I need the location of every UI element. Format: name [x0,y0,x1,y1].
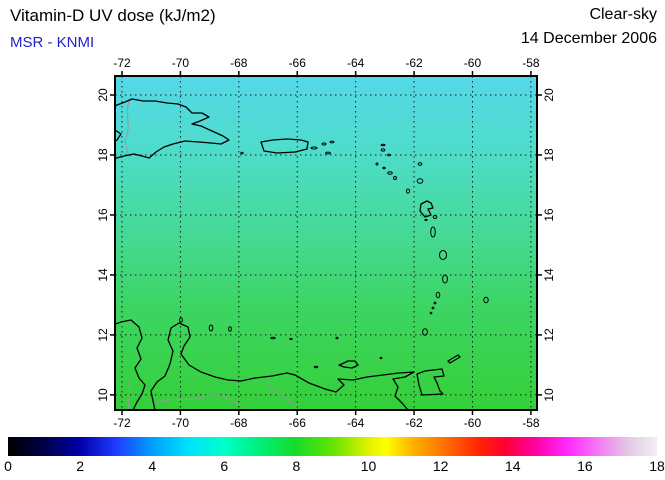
coastline-south-america-east [150,322,415,410]
coastline-hispaniola [115,98,230,160]
date-label: 14 December 2006 [520,30,657,47]
colorbar-tick-label: 6 [220,458,229,474]
colorbar-gradient [8,437,657,456]
island [380,143,386,147]
x-tick-label-bottom: -64 [346,416,365,430]
x-tick-label-bottom: -66 [288,416,306,430]
coastline-margarita [338,360,359,369]
island [270,336,276,340]
colorbar-tick-label: 14 [504,458,521,474]
island [228,326,232,332]
colorbar [8,437,657,456]
island [289,337,293,341]
island [429,311,433,315]
island [435,291,441,299]
island [335,336,339,340]
island [405,188,411,194]
border-river-south-america-2 [264,379,298,408]
island [313,365,319,369]
island [422,328,428,336]
uv-dose-field [115,76,537,410]
island [380,148,386,152]
x-tick-label-bottom: -62 [405,416,423,430]
island [483,296,489,304]
colorbar-tick-label: 12 [432,458,449,474]
colorbar-tick-label: 10 [360,458,377,474]
island [310,146,318,150]
map-canvas [110,71,542,415]
colorbar-tick-label: 18 [649,458,665,474]
island [430,226,436,238]
island [432,215,438,219]
x-tick-label-bottom: -72 [113,416,131,430]
x-tick-label-bottom: -60 [463,416,482,430]
island [439,250,447,260]
island [431,306,435,310]
x-tick-label-bottom: -70 [171,416,190,430]
coastline-tobago [447,354,461,364]
colorbar-tick-label: 2 [76,458,85,474]
island [387,171,393,175]
island [433,301,437,305]
source-label: MSR - KNMI [10,34,95,51]
header-left: Vitamin-D UV dose (kJ/m2) MSR - KNMI [10,6,216,51]
small-islands [179,140,489,369]
island [417,162,423,166]
colorbar-tick-label: 4 [148,458,157,474]
coastlines-layer [115,98,489,410]
header-right: Clear-sky 14 December 2006 [521,6,657,48]
island [442,274,448,284]
border-colombia-venezuela [127,381,131,410]
island [179,317,183,323]
colorbar-tick-label: 8 [292,458,301,474]
island [375,162,379,166]
island [416,178,424,184]
border-river-south-america-1 [150,394,244,408]
x-tick-label-bottom: -68 [230,416,248,430]
island [393,176,397,180]
island [382,166,386,170]
x-tick-label-bottom: -58 [522,416,540,430]
border-haiti-dr [124,100,130,156]
colorbar-tick-label: 0 [4,458,12,474]
map-title: Vitamin-D UV dose (kJ/m2) [10,6,216,25]
island [379,356,383,360]
map-frame [114,75,538,411]
graticule [115,76,537,410]
island [240,151,244,155]
colorbar-tick-label: 16 [577,458,593,474]
coastline-gonave-gulf [115,129,122,142]
island [387,153,391,157]
coastline-trinidad [416,368,445,396]
island [208,324,214,332]
island [325,151,331,155]
coastline-guadeloupe [419,200,434,218]
island [424,218,428,222]
coastline-puerto-rico [260,138,309,154]
condition-label: Clear-sky [589,6,657,23]
island [329,140,335,144]
island [321,142,327,146]
coastline-south-america-west [115,319,146,410]
